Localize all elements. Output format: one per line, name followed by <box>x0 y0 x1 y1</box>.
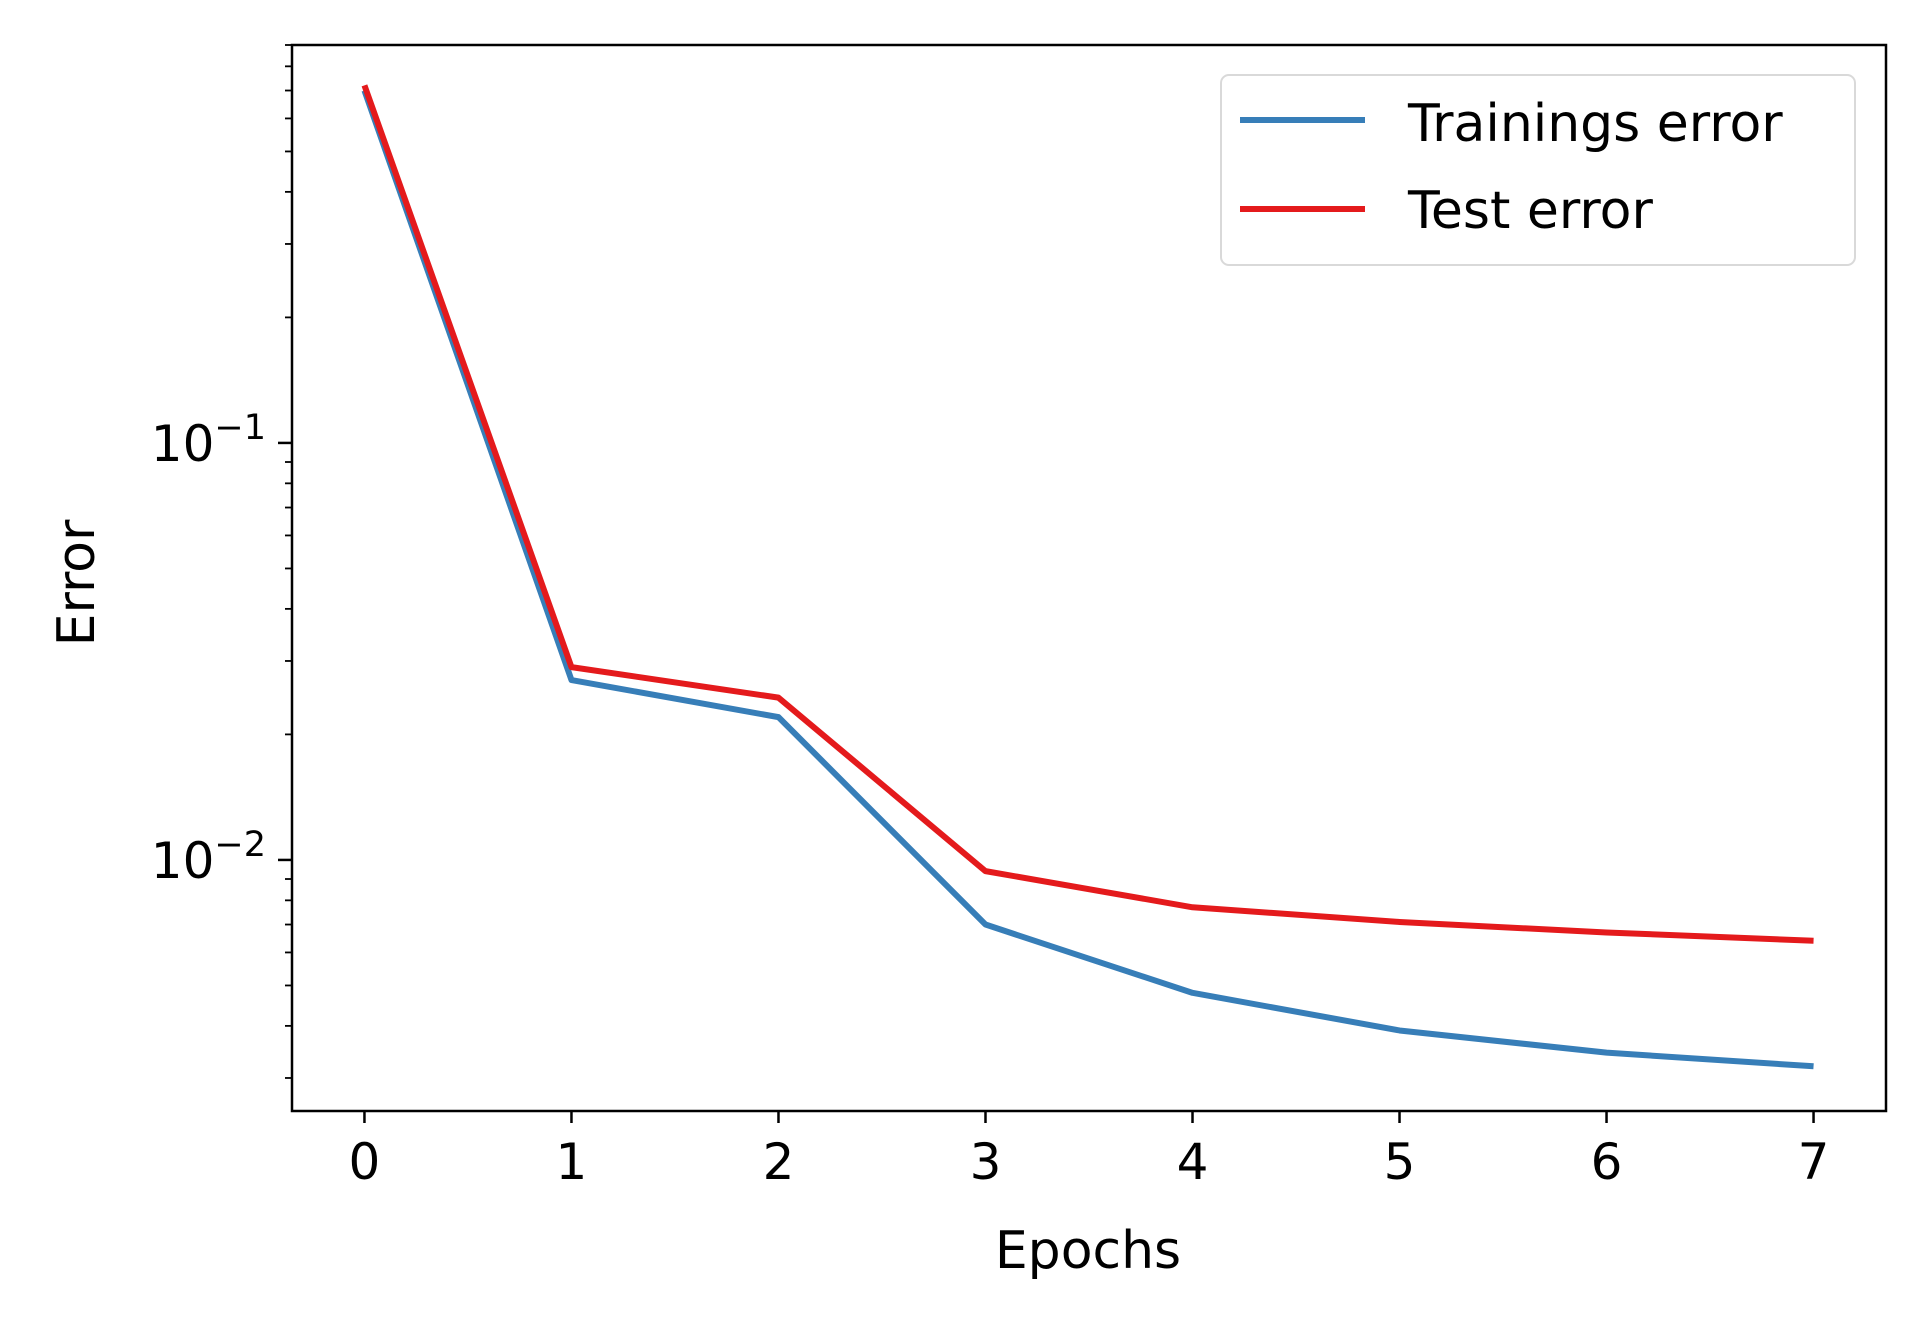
x-axis-label: Epochs <box>995 1221 1181 1281</box>
series-line-1 <box>361 84 1814 944</box>
x-tick-label: 5 <box>1384 1133 1416 1191</box>
x-tick-label: 1 <box>556 1133 588 1191</box>
y-axis-label: Error <box>47 519 107 646</box>
x-tick-label: 3 <box>970 1133 1002 1191</box>
x-tick-label: 7 <box>1798 1133 1830 1191</box>
x-tick-label: 6 <box>1591 1133 1623 1191</box>
legend: Trainings error Test error <box>1220 74 1856 266</box>
plot-frame <box>290 43 1888 1113</box>
x-tick-label: 2 <box>763 1133 795 1191</box>
x-tick-label: 4 <box>1177 1133 1209 1191</box>
legend-label-test-error: Test error <box>1407 181 1653 241</box>
y-tick-label: 10−2 <box>151 825 266 890</box>
x-tick-label: 0 <box>349 1133 381 1191</box>
legend-frame <box>1220 74 1856 266</box>
series-line-0 <box>361 89 1814 1070</box>
ticks-layer: 0 1 2 3 4 5 6 7 10−1 10−2 <box>151 44 1830 1191</box>
y-tick-label: 10−1 <box>151 408 266 473</box>
axes-layer <box>290 43 1888 1113</box>
legend-label-trainings-error: Trainings error <box>1407 94 1783 154</box>
series-layer <box>361 84 1814 1070</box>
